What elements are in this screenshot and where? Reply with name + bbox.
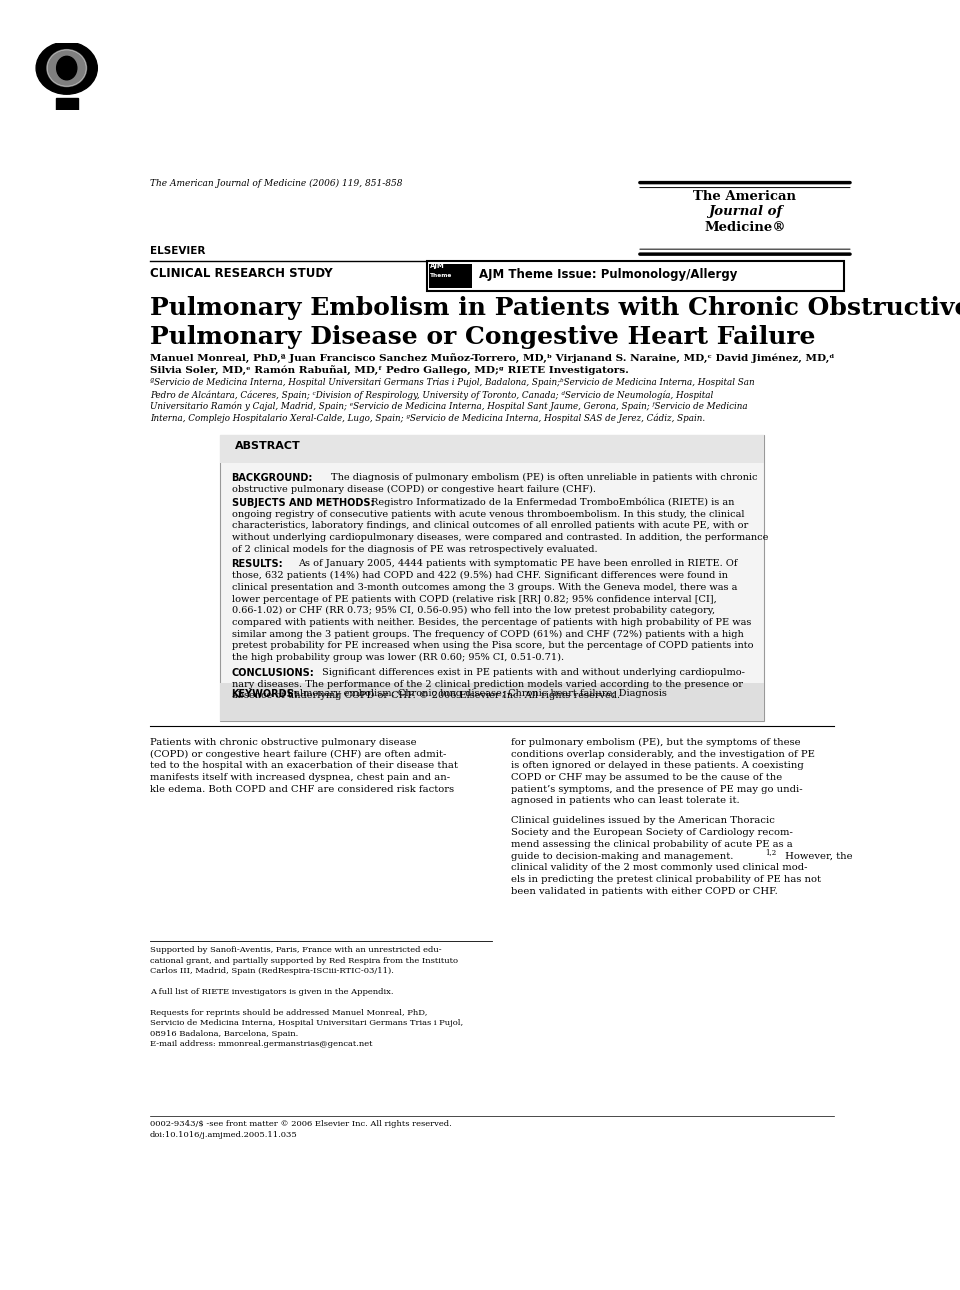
- Text: absence of underlying COPD or CHF. © 2006 Elsevier Inc. All rights reserved.: absence of underlying COPD or CHF. © 200…: [231, 691, 620, 700]
- Text: for pulmonary embolism (PE), but the symptoms of these: for pulmonary embolism (PE), but the sym…: [511, 738, 801, 747]
- Text: (COPD) or congestive heart failure (CHF) are often admit-: (COPD) or congestive heart failure (CHF)…: [150, 749, 446, 759]
- Text: Medicine®: Medicine®: [704, 222, 786, 235]
- Text: agnosed in patients who can least tolerate it.: agnosed in patients who can least tolera…: [511, 796, 739, 805]
- Text: E-mail address: mmonreal.germanstrias@gencat.net: E-mail address: mmonreal.germanstrias@ge…: [150, 1040, 372, 1049]
- Text: ELSEVIER: ELSEVIER: [150, 246, 205, 257]
- Text: Supported by Sanofi-Aventis, Paris, France with an unrestricted edu-: Supported by Sanofi-Aventis, Paris, Fran…: [150, 947, 442, 955]
- Text: compared with patients with neither. Besides, the percentage of patients with hi: compared with patients with neither. Bes…: [231, 618, 751, 627]
- Text: guide to decision-making and management.: guide to decision-making and management.: [511, 851, 733, 860]
- Text: obstructive pulmonary disease (COPD) or congestive heart failure (CHF).: obstructive pulmonary disease (COPD) or …: [231, 484, 595, 494]
- Text: 1,2: 1,2: [765, 849, 777, 857]
- Text: Carlos III, Madrid, Spain (RedRespira-ISCiii-RTIC-03/11).: Carlos III, Madrid, Spain (RedRespira-IS…: [150, 968, 394, 975]
- Text: kle edema. Both COPD and CHF are considered risk factors: kle edema. Both COPD and CHF are conside…: [150, 784, 454, 793]
- Text: nary diseases. The performance of the 2 clinical prediction models varied accord: nary diseases. The performance of the 2 …: [231, 680, 743, 689]
- Text: Registro Informatizado de la Enfermedad TromboEmbólica (RIETE) is an: Registro Informatizado de la Enfermedad …: [372, 498, 734, 507]
- Text: clinical presentation and 3-month outcomes among the 3 groups. With the Geneva m: clinical presentation and 3-month outcom…: [231, 583, 737, 592]
- FancyBboxPatch shape: [221, 684, 763, 721]
- Text: Patients with chronic obstructive pulmonary disease: Patients with chronic obstructive pulmon…: [150, 738, 417, 747]
- Text: CONCLUSIONS:: CONCLUSIONS:: [231, 668, 314, 677]
- Text: COPD or CHF may be assumed to be the cause of the: COPD or CHF may be assumed to be the cau…: [511, 773, 781, 782]
- Ellipse shape: [36, 41, 97, 94]
- Text: Servicio de Medicina Interna, Hospital Universitari Germans Trias i Pujol,: Servicio de Medicina Interna, Hospital U…: [150, 1019, 463, 1027]
- Text: clinical validity of the 2 most commonly used clinical mod-: clinical validity of the 2 most commonly…: [511, 863, 807, 872]
- Text: patient’s symptoms, and the presence of PE may go undi-: patient’s symptoms, and the presence of …: [511, 784, 803, 793]
- Text: ªServicio de Medicina Interna, Hospital Universitari Germans Trias i Pujol, Bada: ªServicio de Medicina Interna, Hospital …: [150, 378, 755, 387]
- Text: CLINICAL RESEARCH STUDY: CLINICAL RESEARCH STUDY: [150, 267, 332, 280]
- Text: manifests itself with increased dyspnea, chest pain and an-: manifests itself with increased dyspnea,…: [150, 773, 450, 782]
- Text: Society and the European Society of Cardiology recom-: Society and the European Society of Card…: [511, 828, 792, 837]
- Text: Theme: Theme: [430, 273, 452, 279]
- Text: 0002-9343/$ -see front matter © 2006 Elsevier Inc. All rights reserved.: 0002-9343/$ -see front matter © 2006 Els…: [150, 1120, 451, 1129]
- Text: ABSTRACT: ABSTRACT: [235, 441, 301, 451]
- Text: AJM: AJM: [430, 263, 445, 270]
- Text: Journal of: Journal of: [708, 205, 782, 218]
- Text: lower percentage of PE patients with COPD (relative risk [RR] 0.82; 95% confiden: lower percentage of PE patients with COP…: [231, 595, 716, 604]
- Text: AJM Theme Issue: Pulmonology/Allergy: AJM Theme Issue: Pulmonology/Allergy: [479, 268, 737, 281]
- Text: A full list of RIETE investigators is given in the Appendix.: A full list of RIETE investigators is gi…: [150, 988, 394, 996]
- Text: cational grant, and partially supported by Red Respira from the Instituto: cational grant, and partially supported …: [150, 957, 458, 965]
- Text: characteristics, laboratory findings, and clinical outcomes of all enrolled pati: characteristics, laboratory findings, an…: [231, 521, 748, 530]
- Text: pretest probability for PE increased when using the Pisa score, but the percenta: pretest probability for PE increased whe…: [231, 641, 753, 650]
- FancyBboxPatch shape: [221, 435, 763, 463]
- Text: The American: The American: [693, 190, 797, 203]
- Text: those, 632 patients (14%) had COPD and 422 (9.5%) had CHF. Significant differenc: those, 632 patients (14%) had COPD and 4…: [231, 571, 728, 580]
- Text: SUBJECTS AND METHODS:: SUBJECTS AND METHODS:: [231, 498, 374, 508]
- Text: Clinical guidelines issued by the American Thoracic: Clinical guidelines issued by the Americ…: [511, 817, 775, 826]
- Text: mend assessing the clinical probability of acute PE as a: mend assessing the clinical probability …: [511, 840, 792, 849]
- Text: As of January 2005, 4444 patients with symptomatic PE have been enrolled in RIET: As of January 2005, 4444 patients with s…: [299, 560, 738, 569]
- Text: conditions overlap considerably, and the investigation of PE: conditions overlap considerably, and the…: [511, 749, 814, 759]
- Text: KEYWORDS:: KEYWORDS:: [231, 689, 299, 699]
- Text: Significant differences exist in PE patients with and without underlying cardiop: Significant differences exist in PE pati…: [323, 668, 745, 677]
- Text: similar among the 3 patient groups. The frequency of COPD (61%) and CHF (72%) pa: similar among the 3 patient groups. The …: [231, 630, 743, 639]
- Text: Pulmonary Embolism in Patients with Chronic Obstructive: Pulmonary Embolism in Patients with Chro…: [150, 295, 960, 320]
- Text: Requests for reprints should be addressed Manuel Monreal, PhD,: Requests for reprints should be addresse…: [150, 1009, 427, 1017]
- Text: ongoing registry of consecutive patients with acute venous thromboembolism. In t: ongoing registry of consecutive patients…: [231, 510, 744, 519]
- Text: Manuel Monreal, PhD,ª Juan Francisco Sanchez Muñoz-Torrero, MD,ᵇ Virjanand S. Na: Manuel Monreal, PhD,ª Juan Francisco San…: [150, 353, 834, 364]
- Text: However, the: However, the: [782, 851, 852, 860]
- Text: Universitario Ramón y Cajal, Madrid, Spain; ᵉServicio de Medicina Interna, Hospi: Universitario Ramón y Cajal, Madrid, Spa…: [150, 401, 748, 412]
- Text: the high probability group was lower (RR 0.60; 95% CI, 0.51-0.71).: the high probability group was lower (RR…: [231, 653, 564, 662]
- Text: is often ignored or delayed in these patients. A coexisting: is often ignored or delayed in these pat…: [511, 761, 804, 770]
- Text: of 2 clinical models for the diagnosis of PE was retrospectively evaluated.: of 2 clinical models for the diagnosis o…: [231, 544, 597, 553]
- Text: 0.66-1.02) or CHF (RR 0.73; 95% CI, 0.56-0.95) who fell into the low pretest pro: 0.66-1.02) or CHF (RR 0.73; 95% CI, 0.56…: [231, 606, 715, 615]
- FancyBboxPatch shape: [426, 261, 844, 290]
- Text: Silvia Soler, MD,ᵉ Ramón Rabuñal, MD,ᶠ Pedro Gallego, MD;ᵍ RIETE Investigators.: Silvia Soler, MD,ᵉ Ramón Rabuñal, MD,ᶠ P…: [150, 365, 629, 375]
- Text: Pulmonary embolism; Chronic lung disease; Chronic heart failure; Diagnosis: Pulmonary embolism; Chronic lung disease…: [287, 689, 667, 698]
- Text: 08916 Badalona, Barcelona, Spain.: 08916 Badalona, Barcelona, Spain.: [150, 1029, 298, 1038]
- Text: The American Journal of Medicine (2006) 119, 851-858: The American Journal of Medicine (2006) …: [150, 178, 402, 188]
- Text: ted to the hospital with an exacerbation of their disease that: ted to the hospital with an exacerbation…: [150, 761, 458, 770]
- FancyBboxPatch shape: [221, 435, 763, 721]
- Text: doi:10.1016/j.amjmed.2005.11.035: doi:10.1016/j.amjmed.2005.11.035: [150, 1131, 298, 1139]
- Text: The diagnosis of pulmonary embolism (PE) is often unreliable in patients with ch: The diagnosis of pulmonary embolism (PE)…: [331, 472, 757, 481]
- FancyBboxPatch shape: [429, 264, 472, 288]
- Text: BACKGROUND:: BACKGROUND:: [231, 472, 313, 482]
- Ellipse shape: [57, 57, 77, 80]
- Text: Pedro de Alcántara, Cáceres, Spain; ᶜDivision of Respirology, University of Toro: Pedro de Alcántara, Cáceres, Spain; ᶜDiv…: [150, 390, 713, 400]
- Text: els in predicting the pretest clinical probability of PE has not: els in predicting the pretest clinical p…: [511, 875, 821, 884]
- Text: Pulmonary Disease or Congestive Heart Failure: Pulmonary Disease or Congestive Heart Fa…: [150, 325, 815, 348]
- Ellipse shape: [47, 49, 86, 86]
- Bar: [56, 98, 78, 110]
- Text: without underlying cardiopulmonary diseases, were compared and contrasted. In ad: without underlying cardiopulmonary disea…: [231, 533, 768, 542]
- Text: RESULTS:: RESULTS:: [231, 560, 283, 569]
- Text: Interna, Complejo Hospitalario Xeral-Calde, Lugo, Spain; ᵍServicio de Medicina I: Interna, Complejo Hospitalario Xeral-Cal…: [150, 414, 705, 423]
- Text: been validated in patients with either COPD or CHF.: been validated in patients with either C…: [511, 886, 778, 895]
